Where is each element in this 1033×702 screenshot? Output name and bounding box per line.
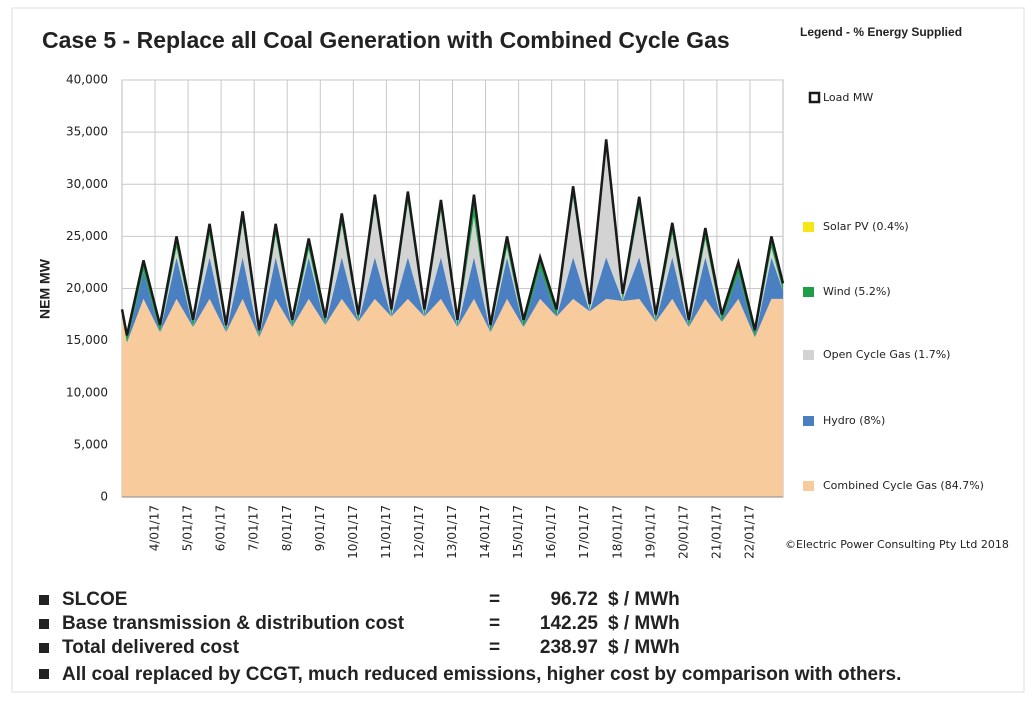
note-eq: = bbox=[489, 613, 500, 634]
credit: ©Electric Power Consulting Pty Ltd 2018 bbox=[785, 538, 1009, 551]
bullet bbox=[39, 595, 49, 605]
legend-swatch bbox=[808, 91, 821, 104]
note-label: SLCOE bbox=[62, 589, 127, 610]
legend-label: Wind (5.2%) bbox=[823, 285, 891, 298]
area bbox=[122, 298, 783, 497]
x-tick-label: 18/01/17 bbox=[610, 505, 624, 559]
note-label: Base transmission & distribution cost bbox=[62, 613, 405, 634]
y-tick-label: 25,000 bbox=[66, 229, 108, 243]
legend-label: Solar PV (0.4%) bbox=[823, 220, 909, 233]
legend-swatch bbox=[803, 350, 814, 360]
legend-label: Combined Cycle Gas (84.7%) bbox=[823, 479, 984, 492]
y-tick-label: 30,000 bbox=[66, 177, 108, 191]
x-tick-label: 4/01/17 bbox=[148, 505, 162, 551]
bullet bbox=[39, 669, 49, 679]
chart-title: Case 5 - Replace all Coal Generation wit… bbox=[42, 27, 730, 53]
note-eq: = bbox=[489, 589, 500, 610]
x-tick-label: 10/01/17 bbox=[346, 505, 360, 559]
y-tick-label: 5,000 bbox=[74, 437, 108, 451]
x-tick-label: 5/01/17 bbox=[181, 505, 195, 551]
x-tick-label: 17/01/17 bbox=[577, 505, 591, 559]
legend-label: Hydro (8%) bbox=[823, 414, 885, 427]
y-tick-label: 35,000 bbox=[66, 125, 108, 139]
legend-swatch bbox=[803, 481, 814, 491]
note-unit: $ / MWh bbox=[608, 589, 680, 610]
note-unit: $ / MWh bbox=[608, 613, 680, 634]
load-line bbox=[120, 139, 785, 336]
y-tick-label: 15,000 bbox=[66, 333, 108, 347]
note-value: 142.25 bbox=[540, 613, 599, 634]
x-tick-label: 7/01/17 bbox=[247, 505, 261, 551]
legend-label: Load MW bbox=[823, 91, 873, 104]
x-tick-label: 12/01/17 bbox=[412, 505, 426, 559]
legend-swatch bbox=[803, 222, 814, 232]
x-tick-label: 13/01/17 bbox=[445, 505, 459, 559]
x-tick-label: 14/01/17 bbox=[478, 505, 492, 559]
y-axis-label: NEM MW bbox=[37, 258, 53, 319]
x-tick-label: 8/01/17 bbox=[280, 505, 294, 551]
x-tick-label: 6/01/17 bbox=[214, 505, 228, 551]
x-tick-label: 15/01/17 bbox=[511, 505, 525, 559]
note-label: Total delivered cost bbox=[62, 637, 240, 658]
note-unit: $ / MWh bbox=[608, 637, 680, 658]
note-value: 96.72 bbox=[550, 589, 598, 610]
x-tick-label: 19/01/17 bbox=[643, 505, 657, 559]
area bbox=[122, 150, 783, 343]
legend-swatch bbox=[803, 416, 814, 426]
x-tick-label: 20/01/17 bbox=[676, 505, 690, 559]
x-tick-label: 21/01/17 bbox=[709, 505, 723, 559]
x-tick-label: 9/01/17 bbox=[313, 505, 327, 551]
y-tick-label: 40,000 bbox=[66, 73, 108, 87]
bullet bbox=[39, 619, 49, 629]
x-tick-label: 16/01/17 bbox=[544, 505, 558, 559]
bullet bbox=[39, 643, 49, 653]
note-value: 238.97 bbox=[540, 637, 598, 658]
legend-swatch bbox=[803, 287, 814, 297]
x-tick-label: 11/01/17 bbox=[379, 505, 393, 559]
summary: All coal replaced by CCGT, much reduced … bbox=[62, 664, 901, 685]
x-tick-label: 22/01/17 bbox=[742, 505, 756, 559]
note-eq: = bbox=[489, 637, 500, 658]
frame bbox=[11, 7, 1025, 693]
y-tick-label: 10,000 bbox=[66, 385, 108, 399]
y-tick-label: 0 bbox=[100, 490, 108, 504]
y-tick-label: 20,000 bbox=[66, 281, 108, 295]
legend-title: Legend - % Energy Supplied bbox=[800, 25, 962, 39]
legend-label: Open Cycle Gas (1.7%) bbox=[823, 348, 950, 361]
